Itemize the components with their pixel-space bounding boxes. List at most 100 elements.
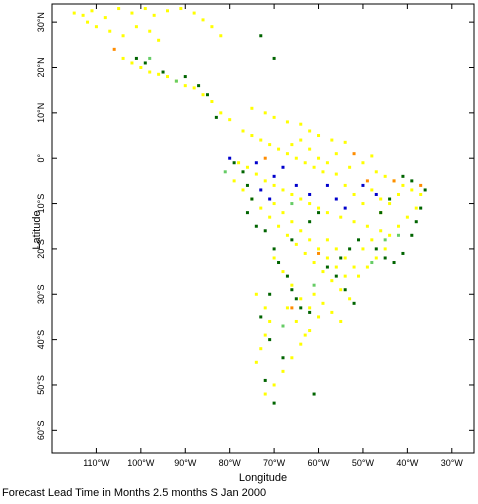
- grid-cell-yellow: [121, 34, 125, 38]
- grid-cell-yellow: [325, 211, 329, 215]
- grid-cell-yellow: [192, 11, 196, 15]
- grid-cell-green: [268, 338, 272, 342]
- grid-cell-yellow: [379, 197, 383, 201]
- grid-cell-yellow: [312, 165, 316, 169]
- grid-cell-green: [161, 70, 165, 74]
- grid-cell-orange: [290, 306, 294, 310]
- grid-cell-yellow: [90, 9, 94, 13]
- grid-cell-yellow: [232, 179, 236, 183]
- grid-cell-green: [334, 274, 338, 278]
- grid-cell-yellow: [308, 306, 312, 310]
- grid-cell-green: [183, 75, 187, 79]
- grid-cell-light_green: [223, 170, 227, 174]
- grid-cell-yellow: [263, 111, 267, 115]
- grid-cell-yellow: [325, 161, 329, 165]
- grid-cell-green: [294, 297, 298, 301]
- grid-cell-yellow: [414, 206, 418, 210]
- grid-cell-yellow: [285, 152, 289, 156]
- grid-cell-yellow: [272, 115, 276, 119]
- grid-cell-green: [308, 310, 312, 314]
- grid-cell-yellow: [241, 129, 245, 133]
- grid-cell-yellow: [210, 25, 214, 29]
- grid-cell-green: [392, 261, 396, 265]
- grid-cell-blue: [281, 165, 285, 169]
- grid-cell-yellow: [308, 147, 312, 151]
- grid-cell-light_green: [370, 261, 374, 265]
- grid-cell-yellow: [321, 301, 325, 305]
- grid-cell-green: [277, 261, 281, 265]
- grid-cell-yellow: [303, 161, 307, 165]
- grid-cell-blue: [268, 197, 272, 201]
- y-tick-label: 0°: [36, 154, 46, 163]
- grid-cell-yellow: [317, 134, 321, 138]
- grid-cell-yellow: [94, 25, 98, 29]
- grid-cell-green: [308, 220, 312, 224]
- grid-cell-yellow: [272, 256, 276, 260]
- grid-cell-green: [214, 115, 218, 119]
- grid-cell-yellow: [388, 202, 392, 206]
- grid-cell-yellow: [201, 18, 205, 22]
- grid-cell-yellow: [339, 288, 343, 292]
- y-tick-label: 30°S: [36, 284, 46, 304]
- grid-cell-yellow: [370, 188, 374, 192]
- grid-cell-yellow: [81, 13, 85, 17]
- grid-cell-green: [263, 378, 267, 382]
- grid-cell-yellow: [259, 347, 263, 351]
- grid-cell-yellow: [317, 156, 321, 160]
- grid-cell-yellow: [334, 265, 338, 269]
- grid-cell-yellow: [290, 220, 294, 224]
- y-tick-label: 50°S: [36, 375, 46, 395]
- grid-cell-yellow: [334, 152, 338, 156]
- grid-cell-yellow: [272, 383, 276, 387]
- grid-cell-yellow: [130, 61, 134, 65]
- grid-cell-green: [272, 247, 276, 251]
- grid-cell-green: [343, 288, 347, 292]
- grid-cell-yellow: [219, 111, 223, 115]
- grid-cell-yellow: [245, 165, 249, 169]
- grid-cell-yellow: [157, 38, 161, 42]
- grid-cell-yellow: [396, 224, 400, 228]
- grid-cell-yellow: [268, 143, 272, 147]
- grid-cell-yellow: [165, 75, 169, 79]
- grid-cell-yellow: [374, 256, 378, 260]
- grid-cell-green: [414, 220, 418, 224]
- grid-cell-green: [401, 251, 405, 255]
- grid-cell-yellow: [317, 206, 321, 210]
- grid-cell-yellow: [259, 138, 263, 142]
- grid-cell-yellow: [405, 215, 409, 219]
- grid-cell-yellow: [317, 315, 321, 319]
- grid-cell-green: [241, 170, 245, 174]
- grid-cell-yellow: [254, 360, 258, 364]
- y-tick-label: 10°N: [36, 103, 46, 123]
- grid-cell-yellow: [143, 7, 147, 11]
- grid-cell-yellow: [396, 192, 400, 196]
- grid-cell-green: [374, 247, 378, 251]
- grid-cell-orange: [392, 179, 396, 183]
- grid-cell-green: [263, 229, 267, 233]
- grid-cell-green: [352, 301, 356, 305]
- grid-cell-yellow: [312, 261, 316, 265]
- grid-cell-yellow: [365, 265, 369, 269]
- grid-cell-yellow: [103, 16, 107, 20]
- grid-cell-yellow: [250, 134, 254, 138]
- grid-cell-yellow: [330, 279, 334, 283]
- grid-cell-green: [290, 288, 294, 292]
- grid-cell-yellow: [148, 70, 152, 74]
- grid-cell-yellow: [254, 172, 258, 176]
- grid-cell-yellow: [343, 274, 347, 278]
- grid-cell-yellow: [157, 72, 161, 76]
- grid-cell-light_green: [174, 79, 178, 83]
- grid-cell-yellow: [317, 247, 321, 251]
- grid-cell-yellow: [268, 319, 272, 323]
- grid-cell-light_green: [290, 202, 294, 206]
- grid-cell-yellow: [343, 256, 347, 260]
- grid-cell-blue: [272, 174, 276, 178]
- grid-cell-yellow: [339, 319, 343, 323]
- grid-cell-yellow: [130, 11, 134, 15]
- grid-cell-yellow: [183, 84, 187, 88]
- grid-cell-green: [245, 183, 249, 187]
- grid-cell-yellow: [294, 319, 298, 323]
- grid-cell-yellow: [419, 192, 423, 196]
- grid-cell-blue: [361, 183, 365, 187]
